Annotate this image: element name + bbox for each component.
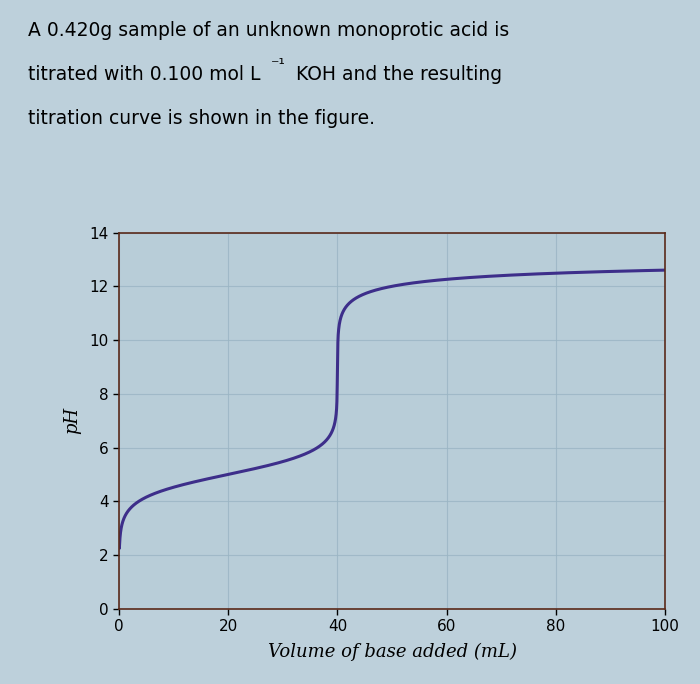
X-axis label: Volume of base added (mL): Volume of base added (mL) <box>267 642 517 661</box>
Text: ⁻¹: ⁻¹ <box>271 57 286 72</box>
Text: A 0.420g sample of an unknown monoprotic acid is: A 0.420g sample of an unknown monoprotic… <box>28 21 510 40</box>
Y-axis label: pH: pH <box>63 407 81 434</box>
Text: titration curve is shown in the figure.: titration curve is shown in the figure. <box>28 109 375 129</box>
Text: KOH and the resulting: KOH and the resulting <box>290 65 503 84</box>
Text: titrated with 0.100 mol L: titrated with 0.100 mol L <box>28 65 260 84</box>
